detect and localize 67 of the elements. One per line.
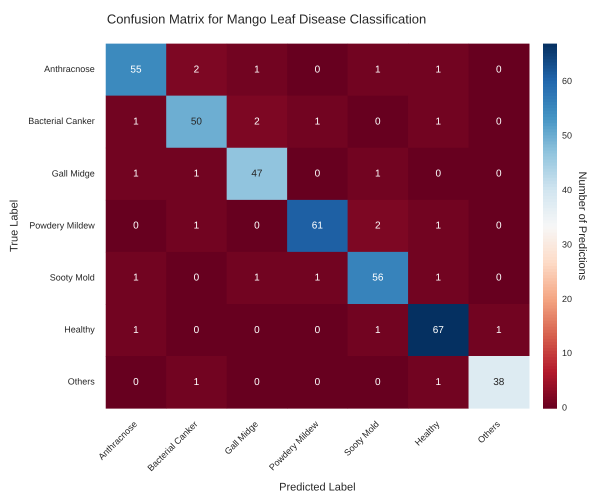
- data-label: 0: [314, 168, 321, 180]
- y-tick-label: Powdery Mildew: [29, 220, 96, 230]
- data-label: 0: [133, 376, 140, 388]
- data-label: 1: [133, 116, 140, 128]
- data-label: 0: [436, 168, 442, 180]
- data-label: 1: [375, 64, 382, 76]
- data-label: 1: [314, 116, 321, 128]
- data-label: 1: [133, 324, 140, 336]
- data-label: 47: [251, 168, 263, 180]
- data-label: 61: [312, 220, 324, 232]
- color-bar-label: 50: [562, 130, 572, 141]
- data-label: 1: [375, 324, 382, 336]
- data-label: 0: [194, 324, 200, 336]
- color-bar-label: 20: [562, 294, 572, 304]
- y-tick-label: Anthracnose: [44, 64, 95, 74]
- color-bar-label: 0: [562, 402, 568, 413]
- data-label: 38: [493, 376, 505, 388]
- data-label: 1: [496, 324, 502, 336]
- data-label: 56: [372, 272, 384, 284]
- data-label: 0: [254, 324, 260, 336]
- color-bar-label: 40: [562, 184, 572, 195]
- data-label: 0: [496, 220, 502, 232]
- data-label: 1: [436, 220, 442, 232]
- data-label: 0: [375, 116, 382, 128]
- data-label: 55: [130, 64, 142, 76]
- chart-title: Confusion Matrix for Mango Leaf Disease Classification: [106, 11, 426, 26]
- data-label: 1: [436, 116, 442, 128]
- data-label: 2: [194, 64, 200, 76]
- data-label: 0: [496, 116, 502, 128]
- y-axis-title: True Label: [8, 200, 21, 252]
- color-bar-title: Number of Predictions: [576, 171, 588, 281]
- y-tick-label: Healthy: [64, 324, 96, 334]
- data-label: 1: [194, 376, 200, 388]
- x-axis-title: Predicted Label: [279, 481, 356, 494]
- y-tick-label: Bacterial Canker: [28, 116, 95, 126]
- data-label: 1: [375, 168, 382, 180]
- y-tick-label: Others: [68, 376, 96, 387]
- color-bar-label: 10: [562, 348, 572, 358]
- data-label: 0: [375, 376, 382, 388]
- data-label: 0: [133, 220, 140, 232]
- data-label: 1: [436, 272, 442, 284]
- data-label: 1: [254, 272, 260, 284]
- data-label: 1: [133, 168, 140, 180]
- data-label: 0: [194, 272, 200, 284]
- data-label: 0: [254, 220, 260, 232]
- y-tick-label: Gall Midge: [52, 168, 95, 178]
- y-tick-label: Sooty Mold: [50, 272, 95, 282]
- data-label: 2: [375, 220, 382, 232]
- data-label: 1: [436, 376, 442, 388]
- data-label: 0: [314, 376, 321, 388]
- data-label: 1: [314, 272, 321, 284]
- data-label: 1: [133, 272, 140, 284]
- data-label: 0: [314, 64, 321, 76]
- data-label: 0: [314, 324, 321, 336]
- data-label: 0: [496, 272, 502, 284]
- data-label: 50: [190, 116, 202, 128]
- data-label: 1: [436, 64, 442, 76]
- data-label: 0: [496, 168, 502, 180]
- color-bar-label: 60: [562, 76, 572, 86]
- data-label: 67: [432, 324, 444, 336]
- data-label: 1: [254, 64, 260, 76]
- data-label: 1: [194, 220, 200, 232]
- data-label: 2: [254, 116, 260, 128]
- color-bar-label: 30: [562, 239, 572, 250]
- data-label: 0: [496, 64, 502, 76]
- data-label: 0: [254, 376, 260, 388]
- data-label: 1: [194, 168, 200, 180]
